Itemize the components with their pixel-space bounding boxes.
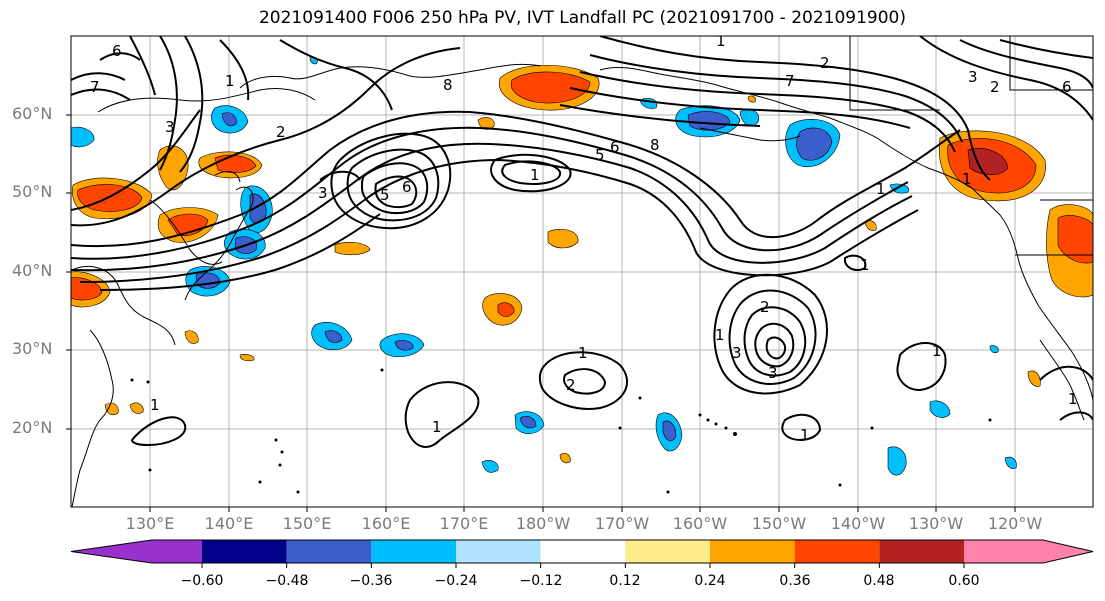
- contour-label: 3: [968, 68, 978, 86]
- lon-label-120w: 120°W: [987, 514, 1043, 533]
- colorbar-tick-label: 0.60: [948, 573, 980, 589]
- contour-label: 1: [860, 256, 870, 274]
- colorbar-segment: [794, 540, 880, 563]
- colorbar-tick-label: −0.24: [434, 573, 478, 589]
- colorbar-outline: [70, 539, 1094, 564]
- colorbar-segment: [879, 540, 964, 563]
- contour-label: 2: [566, 376, 576, 394]
- contour-label: 3: [732, 344, 742, 362]
- colorbar-tick-label: −0.12: [519, 573, 563, 589]
- contour-label: 8: [443, 76, 453, 94]
- contour-label: 5: [595, 146, 605, 164]
- contour-label: 1: [432, 418, 442, 436]
- contour-label: 6: [1062, 78, 1072, 96]
- islands: [130, 368, 992, 494]
- colorbar: [70, 539, 1094, 568]
- contour-label: 1: [715, 326, 725, 344]
- contour-label: 2: [276, 123, 286, 141]
- contour-label: 1: [225, 72, 235, 90]
- contour-label: 8: [650, 136, 660, 154]
- colorbar-segment: [625, 540, 710, 563]
- lon-label-150e: 150°E: [282, 514, 332, 533]
- lat-label-30n: 30°N: [12, 339, 53, 358]
- pv-contours: [71, 36, 1093, 448]
- contour-label: 6: [610, 138, 620, 156]
- colorbar-segment: [286, 540, 372, 563]
- colorbar-segment: [202, 540, 287, 563]
- colorbar-tick-label: −0.36: [349, 573, 393, 589]
- contour-label: 1: [876, 180, 886, 198]
- contour-label: 3: [768, 364, 778, 382]
- contour-label: 2: [760, 298, 770, 316]
- lon-label-130e: 130°E: [125, 514, 175, 533]
- lon-label-160w: 160°W: [672, 514, 728, 533]
- lon-label-130w: 130°W: [908, 514, 964, 533]
- contour-label: 5: [380, 186, 390, 204]
- graticule: [71, 36, 1093, 507]
- colorbar-tick-label: −0.48: [265, 573, 309, 589]
- contour-label: 1: [150, 396, 160, 414]
- contour-label: 1: [962, 170, 972, 188]
- contour-label: 7: [90, 78, 100, 96]
- axis-ticks: [66, 114, 1016, 512]
- lat-label-60n: 60°N: [12, 104, 53, 123]
- lon-label-160e: 160°E: [361, 514, 411, 533]
- colorbar-segment: [964, 540, 1093, 563]
- colorbar-tick-label: −0.60: [180, 573, 224, 589]
- contour-label: 2: [820, 54, 830, 72]
- lat-label-20n: 20°N: [12, 418, 53, 437]
- contour-label: 1: [932, 342, 942, 360]
- colorbar-segment: [540, 540, 626, 563]
- contour-label: 1: [716, 32, 726, 50]
- colorbar-tick-label: 0.36: [779, 573, 811, 589]
- contour-label-group: 6 7 3 2 1 8 5 6 3 1 5 6 8 1 2 7 3 2 6 1 …: [90, 32, 1078, 444]
- contour-label: 2: [990, 78, 1000, 96]
- lon-label-140e: 140°E: [204, 514, 254, 533]
- contour-label: 1: [1068, 390, 1078, 408]
- contour-label: 3: [318, 184, 328, 202]
- colorbar-segment: [71, 540, 202, 563]
- colorbar-tick-label: 0.12: [609, 573, 641, 589]
- colorbar-tick-label: 0.48: [863, 573, 895, 589]
- contour-label: 1: [578, 344, 588, 362]
- lon-label-170w: 170°W: [594, 514, 650, 533]
- lon-label-170e: 170°E: [439, 514, 489, 533]
- lon-label-150w: 150°W: [751, 514, 807, 533]
- map-title: 2021091400 F006 250 hPa PV, IVT Landfall…: [258, 8, 906, 28]
- contour-label: 7: [785, 72, 795, 90]
- lon-label-180w: 180°W: [515, 514, 571, 533]
- lon-label-140w: 140°W: [830, 514, 886, 533]
- contour-label: 1: [800, 426, 810, 444]
- lat-label-40n: 40°N: [12, 261, 53, 280]
- contour-label: 6: [112, 42, 122, 60]
- colorbar-tick-label: 0.24: [694, 573, 726, 589]
- contour-label: 1: [530, 166, 540, 184]
- colorbar-segment: [710, 540, 795, 563]
- colorbar-segment: [371, 540, 456, 563]
- contour-label: 3: [165, 118, 175, 136]
- lat-label-50n: 50°N: [12, 182, 53, 201]
- colorbar-segment: [456, 540, 541, 563]
- coastlines: [71, 36, 1093, 507]
- contour-label: 6: [402, 178, 412, 196]
